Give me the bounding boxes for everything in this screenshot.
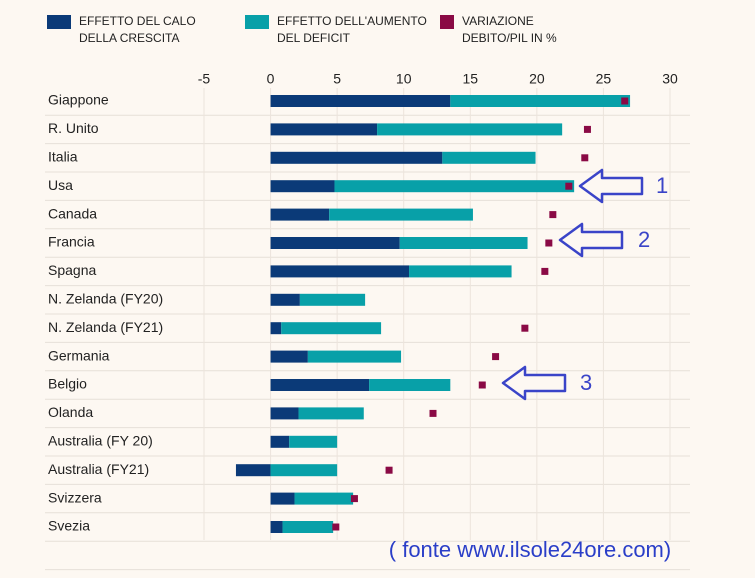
category-label: N. Zelanda (FY21) <box>48 319 163 335</box>
x-tick-label: 20 <box>529 71 545 87</box>
bar-segment <box>270 350 308 363</box>
bar-segment <box>289 435 338 448</box>
bar-segment <box>442 151 536 164</box>
category-label: Italia <box>48 149 78 165</box>
marker <box>583 125 591 133</box>
bar-segment <box>334 180 575 193</box>
bar-segment <box>270 464 338 477</box>
bar-segment <box>270 322 282 335</box>
bar-segment <box>294 492 354 505</box>
bar-segment <box>270 265 410 278</box>
category-label: Olanda <box>48 404 93 420</box>
bar-segment <box>270 208 330 221</box>
bar-segment <box>377 123 563 136</box>
bar-segment <box>307 350 402 363</box>
bar-segment <box>299 293 366 306</box>
annotation-arrow <box>578 168 644 204</box>
bar-segment <box>270 151 443 164</box>
marker <box>350 495 358 503</box>
marker <box>332 523 340 531</box>
annotation-label: 1 <box>656 173 668 198</box>
legend-label: VARIAZIONE DEBITO/PIL IN % <box>462 14 557 45</box>
bar-segment <box>270 521 283 533</box>
legend-swatch <box>245 15 269 29</box>
x-tick-label: -5 <box>198 71 211 87</box>
legend-item: EFFETTO DELL'AUMENTO DEL DEFICIT <box>245 13 435 47</box>
category-label: Canada <box>48 205 97 221</box>
category-label: Usa <box>48 177 73 193</box>
bar-segment <box>270 379 370 391</box>
marker <box>429 409 437 417</box>
category-label: Svezia <box>48 518 90 534</box>
source-note: ( fonte www.ilsole24ore.com) <box>389 537 671 562</box>
legend-swatch <box>47 15 71 29</box>
bar-segment <box>270 293 300 306</box>
category-label: Australia (FY21) <box>48 461 149 477</box>
marker <box>492 353 500 361</box>
legend-swatch <box>440 15 454 29</box>
category-label: Belgio <box>48 376 87 392</box>
legend-item: EFFETTO DEL CALO DELLA CRESCITA <box>47 13 227 47</box>
legend-label: EFFETTO DELL'AUMENTO DEL DEFICIT <box>277 14 427 45</box>
annotation-label: 2 <box>638 227 650 252</box>
x-tick-label: 25 <box>596 71 612 87</box>
marker <box>385 466 393 474</box>
annotation-label: 3 <box>580 370 592 395</box>
bar-segment <box>409 265 512 278</box>
category-label: N. Zelanda (FY20) <box>48 291 163 307</box>
x-tick-label: 10 <box>396 71 412 87</box>
marker <box>581 154 589 162</box>
bar-segment <box>281 322 382 335</box>
bar-segment <box>270 180 335 193</box>
category-label: Giappone <box>48 92 109 108</box>
bar-segment <box>298 407 364 420</box>
bar-segment <box>282 521 334 533</box>
annotation-arrow <box>501 365 567 401</box>
category-label: Francia <box>48 234 95 250</box>
marker <box>545 239 553 247</box>
category-label: R. Unito <box>48 120 99 136</box>
x-tick-label: 5 <box>333 71 341 87</box>
x-tick-label: 15 <box>462 71 478 87</box>
marker <box>549 211 557 219</box>
bar-segment <box>270 95 451 107</box>
annotation-arrow <box>558 222 624 258</box>
bar-segment <box>270 123 378 136</box>
bar-segment <box>270 435 290 448</box>
category-label: Spagna <box>48 262 96 278</box>
x-tick-label: 0 <box>267 71 275 87</box>
legend-label: EFFETTO DEL CALO DELLA CRESCITA <box>79 14 196 45</box>
bar-segment <box>270 407 299 420</box>
marker <box>478 381 486 389</box>
marker <box>541 267 549 275</box>
bar-segment <box>270 237 400 249</box>
x-tick-label: 30 <box>662 71 678 87</box>
bar-segment <box>329 208 473 221</box>
marker <box>621 97 629 105</box>
category-label: Germania <box>48 347 110 363</box>
marker <box>565 182 573 190</box>
bar-segment <box>450 95 631 107</box>
category-label: Australia (FY 20) <box>48 433 153 449</box>
legend-item: VARIAZIONE DEBITO/PIL IN % <box>440 13 600 47</box>
bar-segment <box>369 379 451 391</box>
marker <box>521 324 529 332</box>
bar-segment <box>270 492 295 505</box>
category-label: Svizzera <box>48 489 102 505</box>
bar-segment <box>235 464 271 477</box>
bar-segment <box>399 237 528 249</box>
